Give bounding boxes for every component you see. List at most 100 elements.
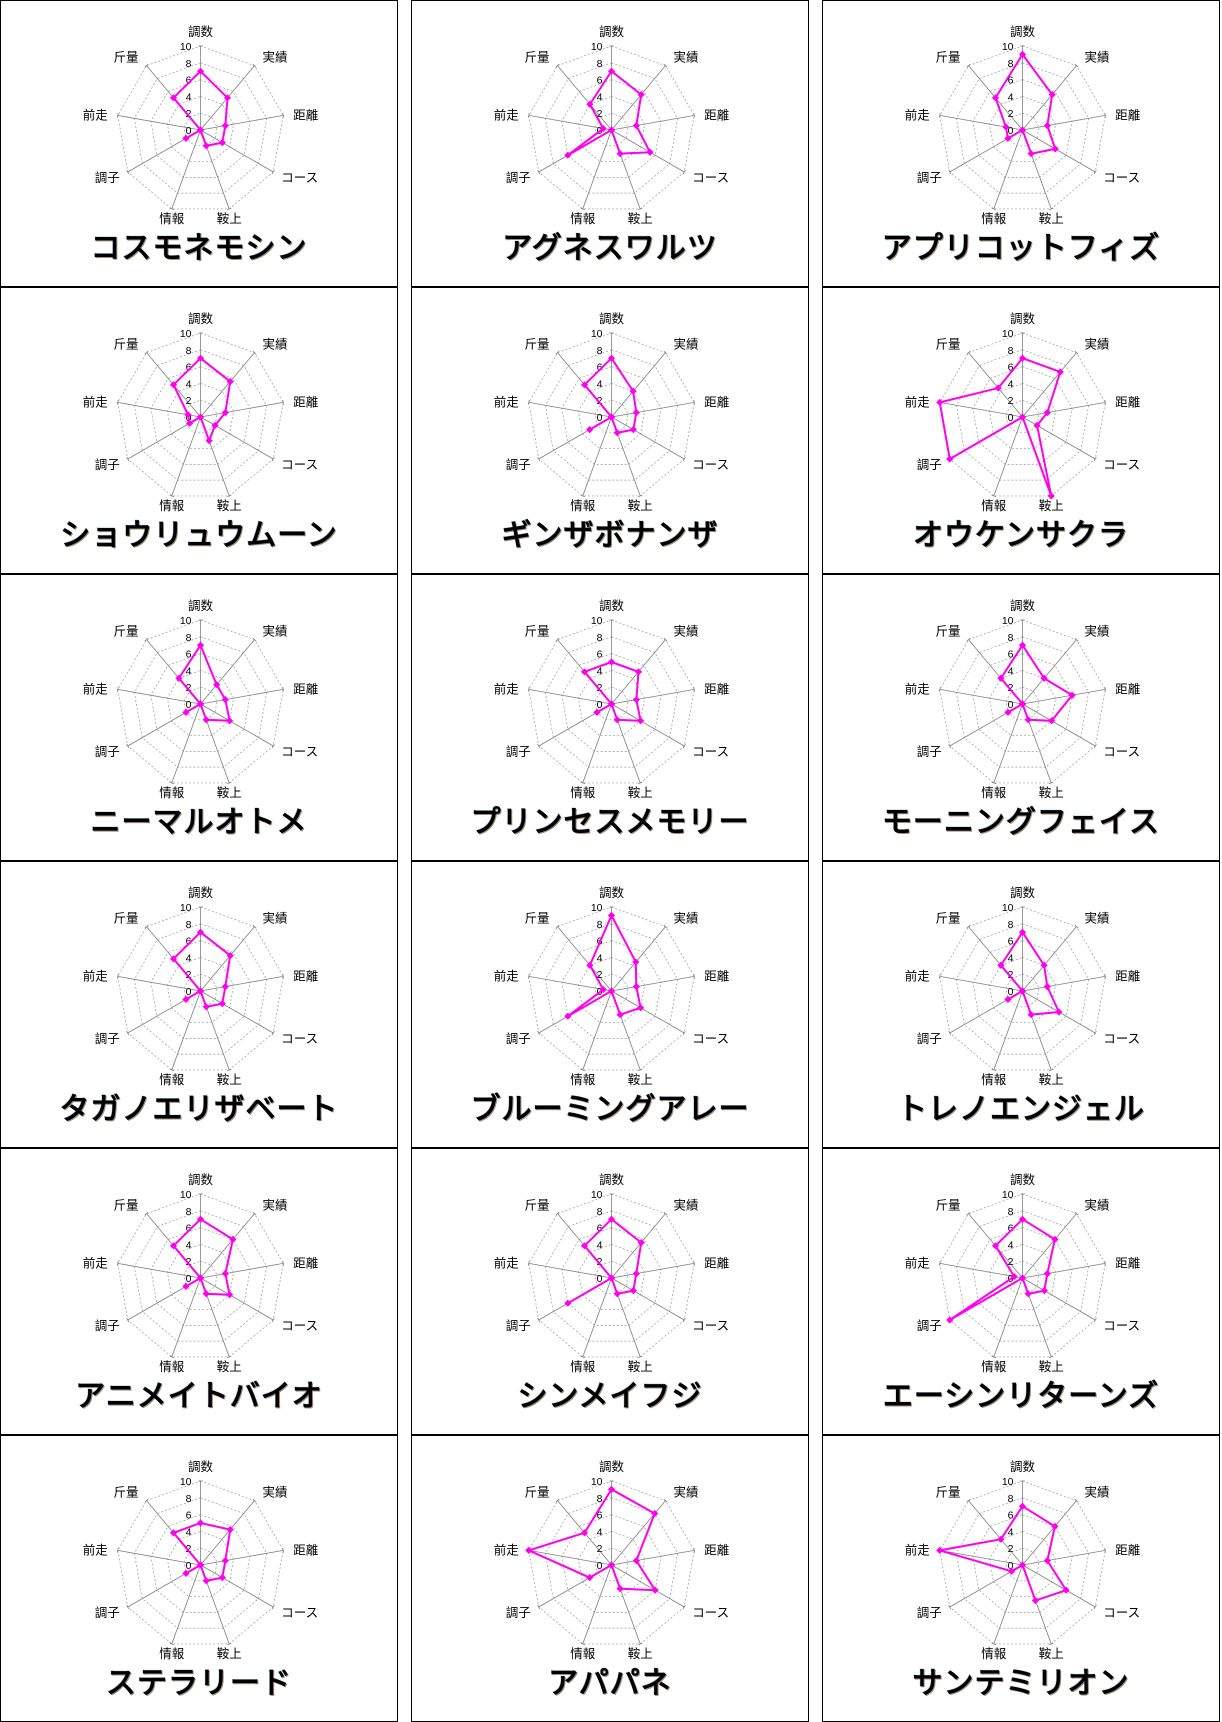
svg-text:距離: 距離 <box>704 1543 730 1557</box>
svg-text:10: 10 <box>180 615 192 627</box>
svg-text:8: 8 <box>186 1206 192 1218</box>
svg-text:調子: 調子 <box>506 171 531 185</box>
svg-text:前走: 前走 <box>905 107 931 122</box>
svg-text:8: 8 <box>186 919 192 931</box>
svg-text:実績: 実績 <box>262 1485 287 1500</box>
svg-text:前走: 前走 <box>905 394 931 409</box>
svg-text:8: 8 <box>597 1493 603 1505</box>
svg-text:距離: 距離 <box>293 1543 319 1557</box>
svg-text:8: 8 <box>186 632 192 644</box>
svg-text:実績: 実績 <box>673 911 698 926</box>
svg-text:調数: 調数 <box>1010 885 1036 900</box>
svg-text:距離: 距離 <box>1115 108 1141 122</box>
svg-text:前走: 前走 <box>83 107 109 122</box>
svg-text:8: 8 <box>1008 58 1014 70</box>
svg-text:10: 10 <box>180 328 192 340</box>
svg-text:調数: 調数 <box>1010 24 1036 39</box>
svg-text:2: 2 <box>1008 395 1014 407</box>
svg-text:斤量: 斤量 <box>524 1486 549 1500</box>
svg-text:4: 4 <box>597 952 603 964</box>
svg-text:調子: 調子 <box>506 1032 531 1046</box>
svg-text:4: 4 <box>597 1239 603 1251</box>
svg-text:調子: 調子 <box>506 458 531 472</box>
svg-text:実績: 実績 <box>673 337 698 352</box>
svg-text:8: 8 <box>597 1206 603 1218</box>
svg-text:斤量: 斤量 <box>113 1486 138 1500</box>
svg-text:斤量: 斤量 <box>935 338 960 352</box>
svg-text:10: 10 <box>180 1189 192 1201</box>
svg-text:距離: 距離 <box>1115 1543 1141 1557</box>
svg-text:調数: 調数 <box>599 1172 625 1187</box>
svg-text:調子: 調子 <box>95 745 120 759</box>
svg-text:調子: 調子 <box>917 1319 942 1333</box>
svg-text:前走: 前走 <box>494 681 520 696</box>
svg-text:実績: 実績 <box>1084 337 1109 352</box>
svg-text:8: 8 <box>1008 632 1014 644</box>
svg-text:4: 4 <box>186 91 192 103</box>
svg-text:調数: 調数 <box>188 1459 214 1474</box>
svg-text:斤量: 斤量 <box>113 912 138 926</box>
svg-text:距離: 距離 <box>1115 682 1141 696</box>
svg-text:距離: 距離 <box>704 108 730 122</box>
svg-text:10: 10 <box>591 1189 603 1201</box>
svg-text:コース: コース <box>1103 171 1140 185</box>
svg-text:8: 8 <box>186 58 192 70</box>
svg-text:8: 8 <box>1008 1206 1014 1218</box>
svg-text:斤量: 斤量 <box>113 338 138 352</box>
svg-text:前走: 前走 <box>83 681 109 696</box>
svg-text:10: 10 <box>1002 615 1014 627</box>
svg-text:コース: コース <box>1103 1606 1140 1620</box>
svg-text:距離: 距離 <box>1115 395 1141 409</box>
svg-text:調子: 調子 <box>917 1032 942 1046</box>
svg-text:8: 8 <box>1008 1493 1014 1505</box>
svg-text:前走: 前走 <box>494 1542 520 1557</box>
svg-text:10: 10 <box>591 328 603 340</box>
svg-text:10: 10 <box>1002 328 1014 340</box>
svg-text:斤量: 斤量 <box>524 625 549 639</box>
svg-text:前走: 前走 <box>494 968 520 983</box>
svg-text:2: 2 <box>597 1543 603 1555</box>
svg-text:実績: 実績 <box>1084 624 1109 639</box>
svg-text:実績: 実績 <box>673 624 698 639</box>
svg-text:コース: コース <box>1103 458 1140 472</box>
svg-text:距離: 距離 <box>704 682 730 696</box>
svg-text:実績: 実績 <box>673 1485 698 1500</box>
svg-text:斤量: 斤量 <box>935 625 960 639</box>
svg-text:コース: コース <box>692 1606 729 1620</box>
svg-text:コース: コース <box>1103 1032 1140 1046</box>
svg-text:調子: 調子 <box>917 745 942 759</box>
svg-text:コース: コース <box>281 745 318 759</box>
svg-text:調数: 調数 <box>1010 311 1036 326</box>
svg-text:コース: コース <box>692 1319 729 1333</box>
svg-text:10: 10 <box>1002 1476 1014 1488</box>
svg-text:前走: 前走 <box>83 394 109 409</box>
svg-text:6: 6 <box>597 649 603 661</box>
svg-text:コース: コース <box>281 171 318 185</box>
svg-text:実績: 実績 <box>262 624 287 639</box>
svg-text:コース: コース <box>1103 1319 1140 1333</box>
svg-text:8: 8 <box>1008 919 1014 931</box>
svg-text:距離: 距離 <box>293 395 319 409</box>
svg-text:調数: 調数 <box>599 24 625 39</box>
svg-text:調数: 調数 <box>599 1459 625 1474</box>
svg-text:斤量: 斤量 <box>113 1199 138 1213</box>
svg-text:調数: 調数 <box>599 885 625 900</box>
svg-text:調数: 調数 <box>188 311 214 326</box>
svg-text:前走: 前走 <box>905 681 931 696</box>
svg-text:コース: コース <box>692 1032 729 1046</box>
svg-text:2: 2 <box>186 395 192 407</box>
svg-text:前走: 前走 <box>905 1255 931 1270</box>
svg-text:斤量: 斤量 <box>935 912 960 926</box>
svg-text:コース: コース <box>281 1606 318 1620</box>
svg-text:距離: 距離 <box>293 969 319 983</box>
svg-text:調数: 調数 <box>1010 598 1036 613</box>
svg-text:10: 10 <box>1002 902 1014 914</box>
svg-text:斤量: 斤量 <box>524 51 549 65</box>
svg-text:コース: コース <box>692 458 729 472</box>
svg-text:4: 4 <box>1008 91 1014 103</box>
svg-text:4: 4 <box>186 1239 192 1251</box>
svg-text:調子: 調子 <box>95 458 120 472</box>
svg-text:調数: 調数 <box>188 24 214 39</box>
svg-text:調数: 調数 <box>1010 1459 1036 1474</box>
svg-text:2: 2 <box>1008 1543 1014 1555</box>
